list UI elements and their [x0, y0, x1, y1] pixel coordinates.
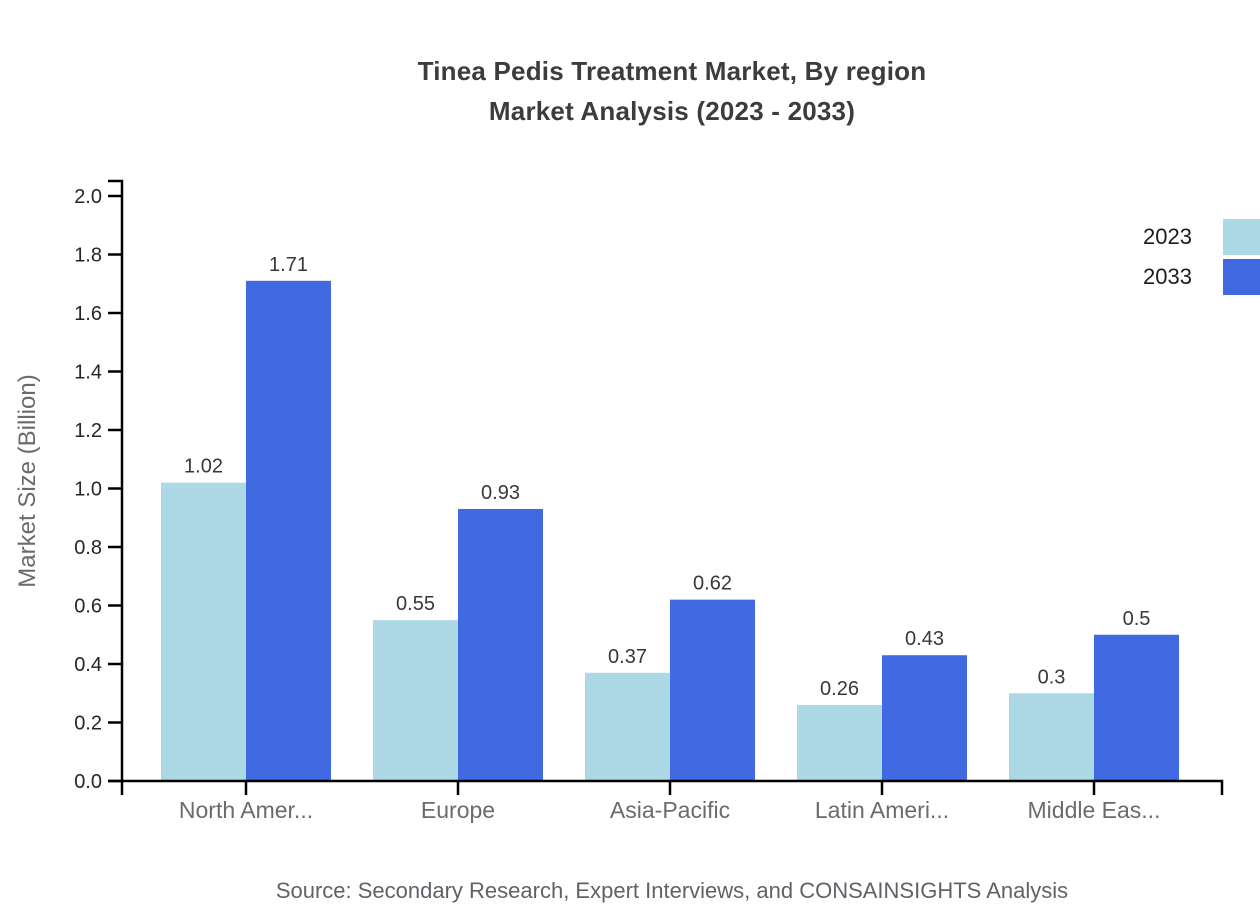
legend-label: 2023 [1143, 224, 1192, 249]
x-category-label: Asia-Pacific [610, 797, 730, 823]
bar-value-label: 1.71 [269, 254, 308, 276]
y-tick-label: 0.2 [74, 713, 102, 735]
y-tick-label: 1.0 [74, 479, 102, 501]
bar-2023-0 [161, 482, 246, 781]
bar-value-label: 0.37 [608, 646, 647, 668]
x-category-label: North Amer... [179, 797, 313, 823]
bar-value-label: 0.3 [1038, 666, 1066, 688]
bar-value-label: 0.93 [481, 482, 520, 504]
x-category-label: Latin Ameri... [815, 797, 949, 823]
y-axis-title: Market Size (Billion) [14, 374, 41, 587]
x-category-label: Europe [421, 797, 495, 823]
y-tick-label: 0.8 [74, 537, 102, 559]
bar-2033-2 [670, 599, 755, 781]
bar-2023-4 [1009, 693, 1094, 781]
y-axis-line [108, 179, 124, 783]
bar-value-label: 0.43 [905, 628, 944, 650]
bar-value-label: 0.62 [693, 573, 732, 595]
chart-title-line2: Market Analysis (2023 - 2033) [488, 96, 856, 126]
bar-2023-1 [373, 620, 458, 781]
bar-2033-1 [458, 508, 543, 781]
x-axis-line [120, 779, 1224, 795]
legend-swatch-2033 [1223, 259, 1260, 295]
bar-value-label: 1.02 [184, 456, 223, 478]
bar-2033-0 [246, 280, 331, 781]
y-tick-label: 1.2 [74, 420, 102, 442]
bar-value-label: 0.5 [1123, 608, 1151, 630]
y-tick-label: 2.0 [74, 186, 102, 208]
legend-label: 2033 [1143, 264, 1192, 289]
legend-swatch-2023 [1223, 219, 1260, 255]
x-category-label: Middle Eas... [1028, 797, 1161, 823]
bar-2023-3 [797, 704, 882, 781]
legend: 2023 2033 [1143, 219, 1260, 299]
y-tick-label: 1.8 [74, 245, 102, 267]
bar-value-label: 0.55 [396, 593, 435, 615]
chart-title-line1: Tinea Pedis Treatment Market, By region [417, 56, 927, 86]
bar-2023-2 [585, 672, 670, 781]
y-tick-label: 0.0 [74, 771, 102, 793]
legend-item-2033: 2033 [1143, 259, 1260, 295]
y-tick-label: 1.6 [74, 303, 102, 325]
y-tick-label: 1.4 [74, 362, 102, 384]
bar-2033-4 [1094, 634, 1179, 781]
y-tick-label: 0.4 [74, 654, 102, 676]
bar-2033-3 [882, 655, 967, 781]
y-tick-label: 0.6 [74, 596, 102, 618]
chart-title: Tinea Pedis Treatment Market, By region … [122, 51, 1222, 131]
legend-item-2023: 2023 [1143, 219, 1260, 255]
source-note: Source: Secondary Research, Expert Inter… [275, 878, 1069, 903]
bar-value-label: 0.26 [820, 678, 859, 700]
